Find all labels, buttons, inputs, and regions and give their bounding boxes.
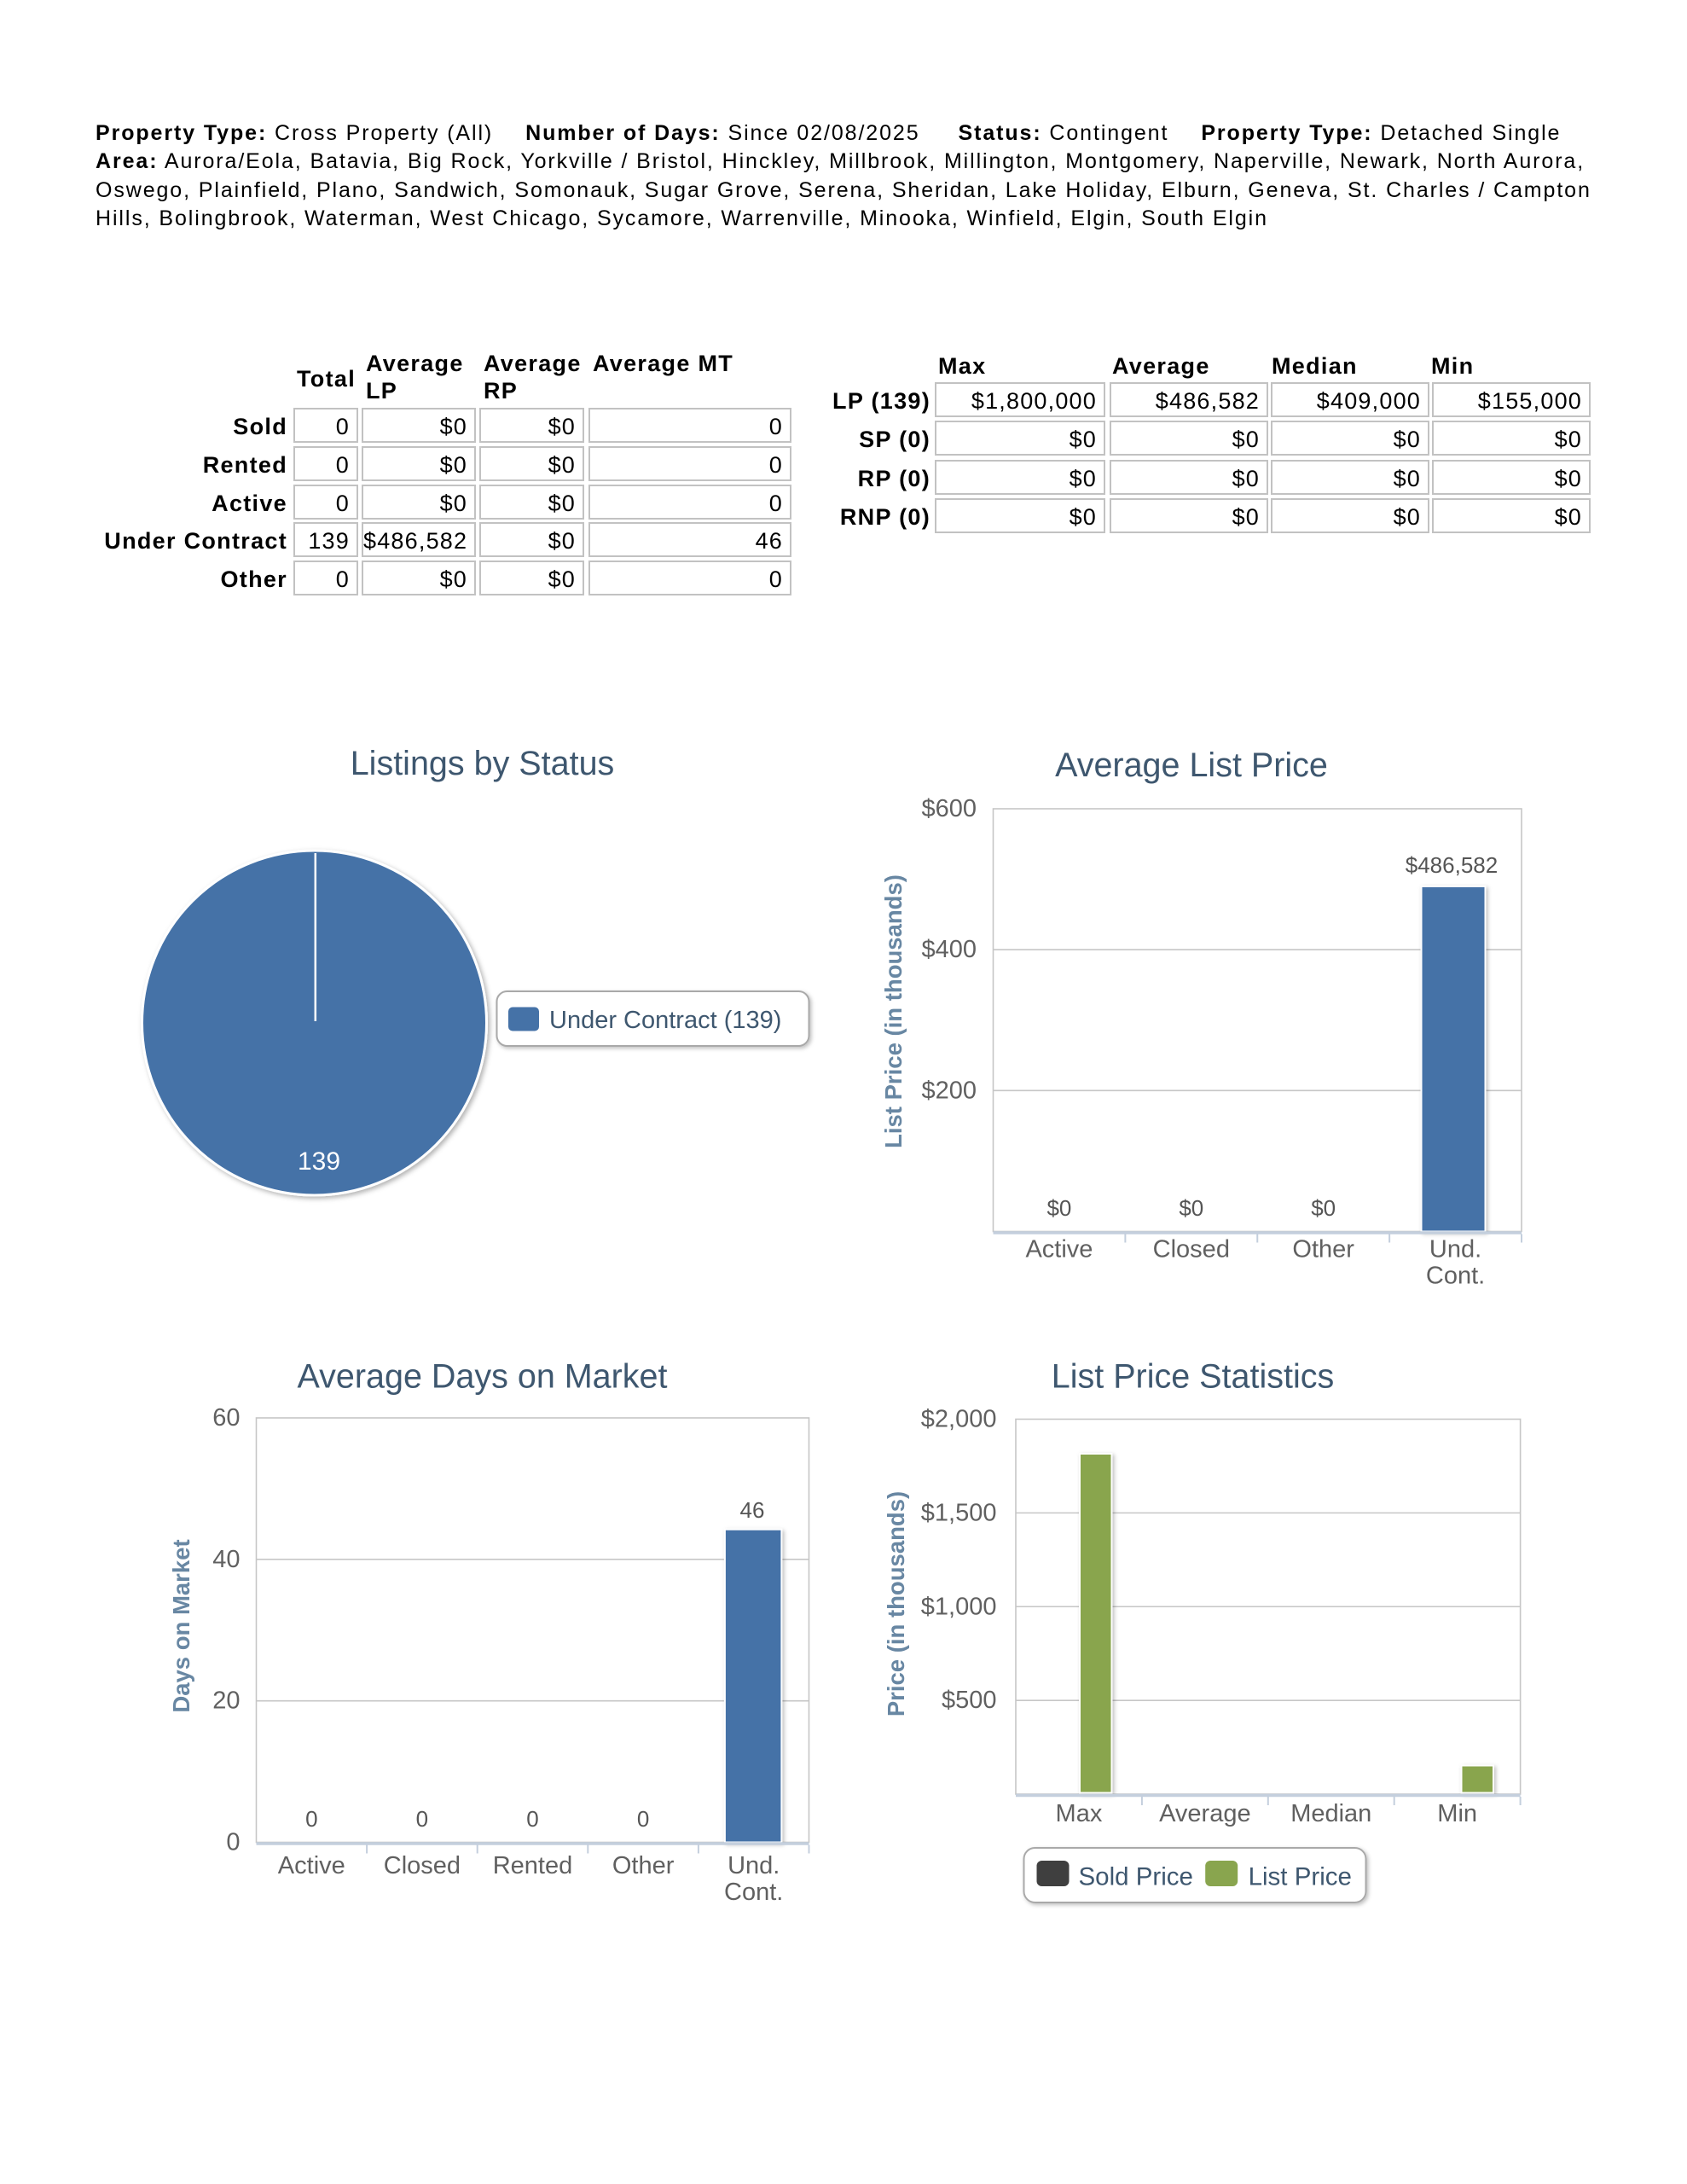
svg-text:0: 0 (637, 1806, 649, 1832)
svg-text:60: 60 (212, 1404, 240, 1432)
svg-text:0: 0 (526, 1806, 538, 1832)
svg-text:Und.: Und. (728, 1852, 780, 1879)
svg-text:Active: Active (278, 1852, 345, 1879)
svg-text:$600: $600 (921, 795, 977, 822)
svg-text:Average Days on Market: Average Days on Market (298, 1358, 668, 1396)
svg-text:Closed: Closed (384, 1852, 461, 1879)
svg-text:Und.: Und. (1429, 1236, 1481, 1263)
svg-text:$0: $0 (1311, 1195, 1336, 1221)
svg-text:40: 40 (212, 1546, 240, 1573)
svg-text:$0: $0 (1179, 1195, 1203, 1221)
svg-text:Active: Active (1025, 1236, 1093, 1263)
svg-text:$0: $0 (1046, 1195, 1071, 1221)
svg-text:$200: $200 (921, 1077, 977, 1104)
svg-text:Days on Market: Days on Market (168, 1539, 194, 1712)
svg-text:46: 46 (740, 1497, 765, 1523)
svg-text:Listings by Status: Listings by Status (351, 745, 615, 782)
svg-text:$400: $400 (921, 936, 977, 963)
svg-text:Average: Average (1159, 1800, 1251, 1827)
svg-text:Min: Min (1437, 1800, 1477, 1827)
svg-text:139: 139 (298, 1147, 340, 1176)
svg-text:Sold Price: Sold Price (1079, 1863, 1193, 1891)
svg-text:Cont.: Cont. (724, 1879, 783, 1906)
svg-text:Median: Median (1290, 1800, 1371, 1827)
svg-text:List Price Statistics: List Price Statistics (1052, 1358, 1334, 1396)
svg-text:Other: Other (1292, 1236, 1354, 1263)
svg-text:Under Contract (139): Under Contract (139) (549, 1007, 781, 1034)
svg-text:0: 0 (416, 1806, 428, 1832)
svg-text:$1,500: $1,500 (921, 1499, 997, 1526)
svg-text:$500: $500 (942, 1687, 997, 1714)
svg-text:Average List Price: Average List Price (1055, 746, 1328, 784)
svg-text:$2,000: $2,000 (921, 1406, 997, 1433)
svg-text:List Price (in thousands): List Price (in thousands) (880, 874, 907, 1148)
svg-text:Other: Other (612, 1852, 675, 1879)
svg-text:List Price: List Price (1249, 1863, 1352, 1891)
svg-text:Cont.: Cont. (1426, 1263, 1485, 1290)
svg-text:Max: Max (1056, 1800, 1103, 1827)
svg-text:$486,582: $486,582 (1406, 852, 1498, 878)
svg-text:Closed: Closed (1153, 1236, 1230, 1263)
svg-text:0: 0 (305, 1806, 317, 1832)
svg-text:20: 20 (212, 1687, 240, 1715)
svg-text:Price (in thousands): Price (in thousands) (883, 1491, 909, 1716)
svg-text:$1,000: $1,000 (921, 1593, 997, 1620)
svg-text:Rented: Rented (493, 1852, 573, 1879)
svg-text:0: 0 (226, 1828, 240, 1856)
